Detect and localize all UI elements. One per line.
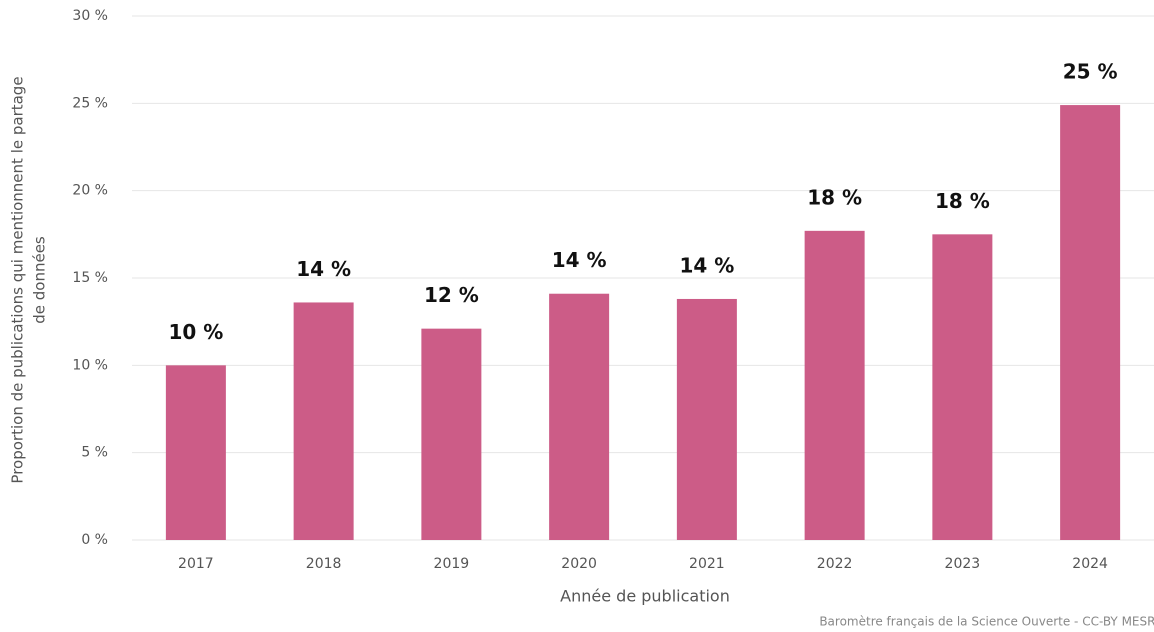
x-axis-label: Année de publication: [560, 587, 730, 606]
x-tick-label: 2021: [689, 556, 725, 572]
value-label: 14 %: [296, 257, 351, 281]
x-tick-label: 2017: [178, 556, 214, 572]
y-tick-label: 25 %: [72, 95, 108, 111]
x-tick-label: 2019: [434, 556, 470, 572]
value-label: 25 %: [1063, 60, 1118, 84]
bar: [932, 234, 993, 541]
x-tick-label: 2023: [945, 556, 981, 572]
y-tick-label: 5 %: [81, 445, 108, 461]
bar: [165, 365, 226, 540]
bar: [549, 293, 610, 540]
bar: [293, 302, 354, 540]
source: Baromètre français de la Science Ouverte…: [819, 615, 1154, 629]
x-tick-label: 2024: [1072, 556, 1108, 572]
y-axis-label-line: de données: [31, 236, 49, 324]
bar: [1060, 105, 1121, 540]
bar: [676, 298, 737, 540]
y-axis-label: Proportion de publications qui mentionne…: [9, 76, 49, 483]
bar: [804, 230, 865, 540]
value-label: 18 %: [935, 189, 990, 213]
y-tick-label: 10 %: [72, 357, 108, 373]
y-tick-label: 0 %: [81, 532, 108, 548]
x-tick-label: 2020: [561, 556, 597, 572]
value-label: 12 %: [424, 283, 479, 307]
y-tick-label: 15 %: [72, 270, 108, 286]
value-label: 10 %: [168, 320, 223, 344]
value-label: 14 %: [552, 248, 607, 272]
x-tick-label: 2022: [817, 556, 853, 572]
bar: [421, 328, 482, 540]
y-axis-label-line: Proportion de publications qui mentionne…: [9, 76, 27, 483]
y-tick-label: 20 %: [72, 183, 108, 199]
value-label: 14 %: [679, 253, 734, 277]
y-tick-label: 30 %: [72, 8, 108, 24]
value-label: 18 %: [807, 185, 862, 209]
x-tick-label: 2018: [306, 556, 342, 572]
